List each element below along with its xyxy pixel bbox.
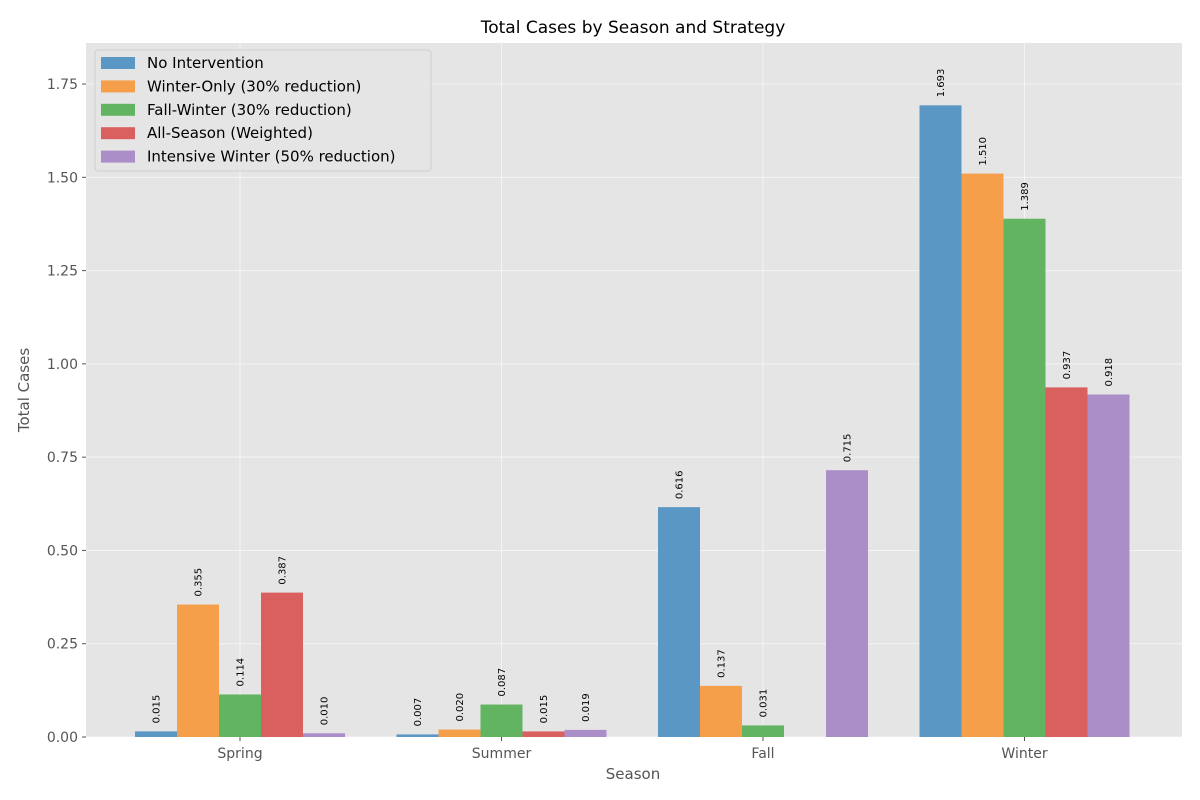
bar-no-intervention-fall xyxy=(658,507,700,737)
bar-fall-winter-30-reduction--fall xyxy=(742,725,784,737)
x-tick-label: Spring xyxy=(217,746,262,762)
legend-swatch xyxy=(101,103,135,116)
bar-winter-only-30-reduction--winter xyxy=(961,173,1004,737)
bar-value-label: 0.020 xyxy=(455,693,466,722)
x-tick-label: Fall xyxy=(751,746,774,762)
legend-swatch xyxy=(101,150,135,163)
y-tick-label: 0.00 xyxy=(47,730,78,746)
bar-value-label: 0.937 xyxy=(1062,351,1073,380)
bar-value-label: 0.031 xyxy=(759,689,770,718)
y-tick-label: 0.50 xyxy=(47,543,78,559)
bar-value-label: 0.019 xyxy=(581,693,592,722)
legend-frame xyxy=(94,49,432,172)
bar-no-intervention-spring xyxy=(135,731,177,737)
bar-value-label: 0.715 xyxy=(843,434,854,463)
bar-fall-winter-30-reduction--spring xyxy=(219,694,261,737)
bar-value-label: 1.510 xyxy=(978,137,989,166)
y-tick-label: 1.75 xyxy=(47,77,78,93)
bar-intensive-winter-50-reduction--fall xyxy=(826,470,868,737)
bar-value-label: 0.137 xyxy=(717,649,728,678)
chart-title: Total Cases by Season and Strategy xyxy=(480,18,786,38)
bar-value-label: 0.015 xyxy=(152,695,163,724)
y-tick-label: 1.50 xyxy=(47,170,78,186)
legend-swatch xyxy=(101,127,135,140)
legend: No Intervention Winter-Only (30% reductio… xyxy=(94,49,432,172)
bar-value-label: 0.015 xyxy=(539,695,550,724)
bar-value-label: 0.616 xyxy=(675,471,686,500)
y-tick-label: 1.25 xyxy=(47,264,78,280)
bar-fall-winter-30-reduction--winter xyxy=(1003,218,1046,737)
bar-intensive-winter-50-reduction--spring xyxy=(303,733,345,737)
bar-winter-only-30-reduction--spring xyxy=(177,604,219,737)
bar-value-label: 0.114 xyxy=(236,658,247,687)
y-tick-label: 1.00 xyxy=(47,357,78,373)
bar-value-label: 1.693 xyxy=(936,69,947,98)
legend-label: All-Season (Weighted) xyxy=(147,124,313,142)
bar-all-season-weighted--spring xyxy=(261,592,303,737)
bar-value-label: 0.918 xyxy=(1104,358,1115,387)
bar-value-label: 0.387 xyxy=(278,556,289,585)
bar-value-label: 0.007 xyxy=(413,698,424,727)
bar-value-label: 0.087 xyxy=(497,668,508,697)
bar-value-label: 1.389 xyxy=(1020,182,1031,211)
bar-all-season-weighted--summer xyxy=(522,731,565,737)
bar-all-season-weighted--winter xyxy=(1045,387,1088,737)
legend-label: Fall-Winter (30% reduction) xyxy=(147,101,352,119)
legend-label: Intensive Winter (50% reduction) xyxy=(147,148,396,166)
bar-winter-only-30-reduction--fall xyxy=(700,685,742,737)
legend-swatch xyxy=(101,57,135,69)
legend-label: Winter-Only (30% reduction) xyxy=(147,77,361,95)
bar-intensive-winter-50-reduction--winter xyxy=(1087,394,1130,737)
legend-label: No Intervention xyxy=(147,54,264,72)
bar-value-label: 0.355 xyxy=(194,568,205,597)
x-tick-label: Summer xyxy=(472,746,532,762)
x-tick-label: Winter xyxy=(1001,746,1047,762)
bar-winter-only-30-reduction--summer xyxy=(438,729,481,737)
x-axis-label: Season xyxy=(606,765,660,783)
y-tick-label: 0.25 xyxy=(47,637,78,653)
bar-no-intervention-summer xyxy=(396,734,439,737)
bar-intensive-winter-50-reduction--summer xyxy=(564,729,607,737)
bar-fall-winter-30-reduction--summer xyxy=(480,704,523,737)
y-tick-label: 0.75 xyxy=(47,450,78,466)
legend-swatch xyxy=(101,80,135,93)
bar-value-label: 0.010 xyxy=(320,697,331,726)
bar-no-intervention-winter xyxy=(919,105,962,738)
y-axis-label: Total Cases xyxy=(15,348,33,434)
